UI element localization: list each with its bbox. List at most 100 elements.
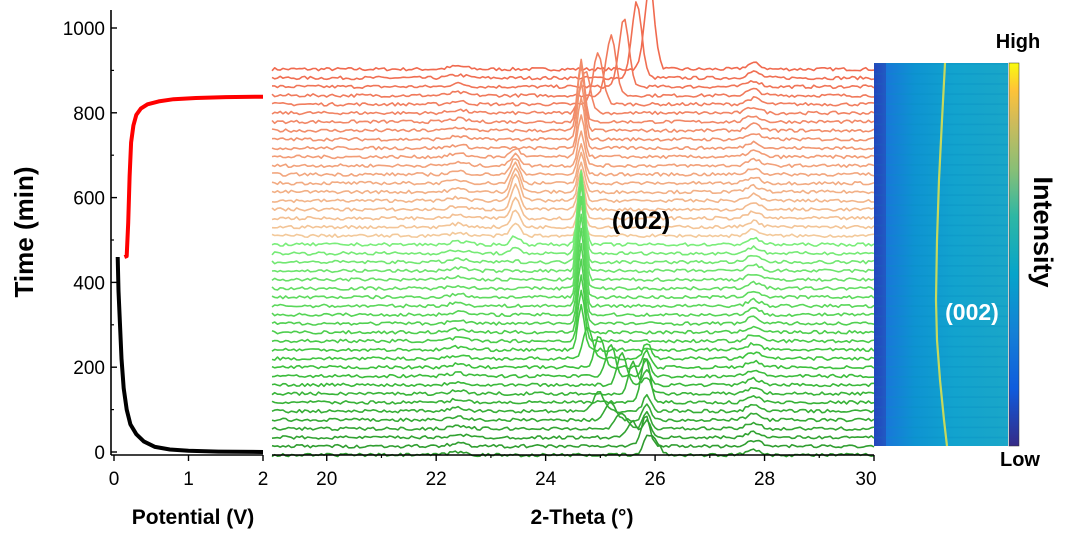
- xrd-trace: [271, 114, 875, 160]
- heatmap-band: [874, 164, 1008, 166]
- y-tick-label: 200: [73, 358, 105, 379]
- xrd-trace: [271, 71, 875, 116]
- heatmap-band: [874, 436, 1008, 439]
- xrd-trace: [271, 0, 875, 72]
- heatmap-band: [874, 63, 1008, 65]
- xrd-trace: [271, 195, 875, 291]
- heatmap-band: [874, 285, 1008, 287]
- heatmap-band: [874, 335, 1008, 338]
- xrd-trace: [271, 242, 875, 318]
- y-tick-label: 800: [73, 104, 105, 125]
- xrd-trace: [271, 161, 875, 195]
- xrd-trace: [271, 34, 875, 98]
- heatmap-edge: [874, 63, 886, 446]
- heatmap-band: [874, 73, 1008, 75]
- y-tick-label: 1000: [63, 19, 105, 40]
- potential-series-1: [123, 94, 264, 259]
- colorbar-high-label: High: [996, 31, 1040, 53]
- potential-series-0: [115, 256, 264, 454]
- xrd-trace: [272, 18, 875, 90]
- heatmap-band: [874, 244, 1008, 247]
- colorbar: [1008, 62, 1020, 447]
- xrd-trace: [271, 360, 875, 396]
- xrd-trace: [271, 352, 875, 388]
- heatmap-band: [874, 265, 1008, 267]
- xrd-trace: [271, 303, 875, 353]
- heatmap-band: [874, 275, 1008, 277]
- xrd-trace: [271, 410, 875, 432]
- xrd-trace: [271, 326, 875, 361]
- heatmap-band: [874, 406, 1008, 408]
- heatmap-band: [874, 366, 1008, 368]
- xrd-trace: [271, 130, 875, 168]
- xrd-trace: [271, 58, 875, 125]
- xrd-trace: [271, 213, 875, 300]
- xrd-trace: [271, 391, 875, 414]
- xrd-trace: [271, 358, 875, 405]
- heatmap-band: [874, 254, 1008, 257]
- y-tick-label: 600: [73, 189, 105, 210]
- y-tick-label: 400: [73, 273, 105, 294]
- heatmap-band: [874, 295, 1008, 297]
- heatmap-band: [874, 234, 1008, 237]
- y-tick-label: 0: [94, 443, 105, 464]
- xrd-trace: [271, 96, 875, 151]
- heatmap-band: [874, 416, 1008, 419]
- xrd-trace: [271, 80, 875, 142]
- xrd-trace: [271, 177, 875, 212]
- theta-x-tick-label: 20: [316, 469, 337, 490]
- potential-x-axis-title: Potential (V): [132, 506, 255, 529]
- theta-x-tick-label: 30: [855, 469, 876, 490]
- xrd-trace: [271, 258, 875, 326]
- theta-x-tick-label: 28: [754, 469, 775, 490]
- xrd-trace: [271, 401, 875, 423]
- heatmap-band: [874, 83, 1008, 85]
- xrd-trace: [271, 168, 875, 204]
- theta-x-tick-label: 24: [535, 469, 557, 490]
- xrd-trace: [271, 173, 875, 274]
- heatmap-band: [874, 355, 1008, 358]
- heatmap-band: [874, 426, 1008, 429]
- xrd-trace: [271, 415, 875, 449]
- xrd-trace: [271, 336, 875, 370]
- xrd-trace: [271, 227, 875, 309]
- xrd-trace: [271, 143, 875, 177]
- heatmap-band: [874, 113, 1008, 116]
- xrd-trace: [271, 173, 875, 265]
- heatmap-band: [874, 315, 1008, 318]
- heatmap-band: [874, 103, 1008, 105]
- heatmap-band: [874, 174, 1008, 176]
- potential-x-tick-label: 0: [109, 469, 120, 490]
- heatmap-band: [874, 325, 1008, 328]
- colorbar-low-label: Low: [1000, 449, 1040, 471]
- xrd-trace: [271, 62, 875, 133]
- heatmap-band: [874, 305, 1008, 307]
- xrd-trace: [271, 180, 875, 282]
- heatmap-band: [874, 194, 1008, 196]
- potential-x-tick-label: 1: [183, 469, 194, 490]
- peak-002-ridge: [934, 62, 949, 447]
- heatmap-band: [874, 376, 1008, 378]
- potential-x-tick-label: 2: [258, 469, 269, 490]
- heatmap-band: [874, 224, 1008, 227]
- heatmap-band: [874, 345, 1008, 348]
- heatmap-band: [874, 204, 1008, 206]
- xrd-trace: [271, 187, 875, 221]
- heatmap-peak-label-002: (002): [945, 299, 999, 325]
- heatmap-panel: High Low Intensity (002): [874, 31, 1058, 471]
- y-axis-title: Time (min): [9, 167, 39, 298]
- xrd-panel: 20 22 24 26 28 30 2-Theta (°) (002): [271, 0, 877, 529]
- xrd-trace: [271, 274, 875, 335]
- colorbar-title: Intensity: [1028, 176, 1058, 287]
- xrd-trace: [271, 344, 874, 379]
- theta-x-tick-label: 22: [426, 469, 447, 490]
- xrd-trace: [271, 419, 875, 440]
- heatmap-band: [874, 93, 1008, 95]
- xrd-trace: [271, 151, 875, 186]
- xrd-trace: [271, 206, 875, 239]
- theta-x-tick-label: 26: [645, 469, 666, 490]
- xrd-trace: [271, 170, 875, 247]
- theta-x-axis-title: 2-Theta (°): [531, 506, 634, 529]
